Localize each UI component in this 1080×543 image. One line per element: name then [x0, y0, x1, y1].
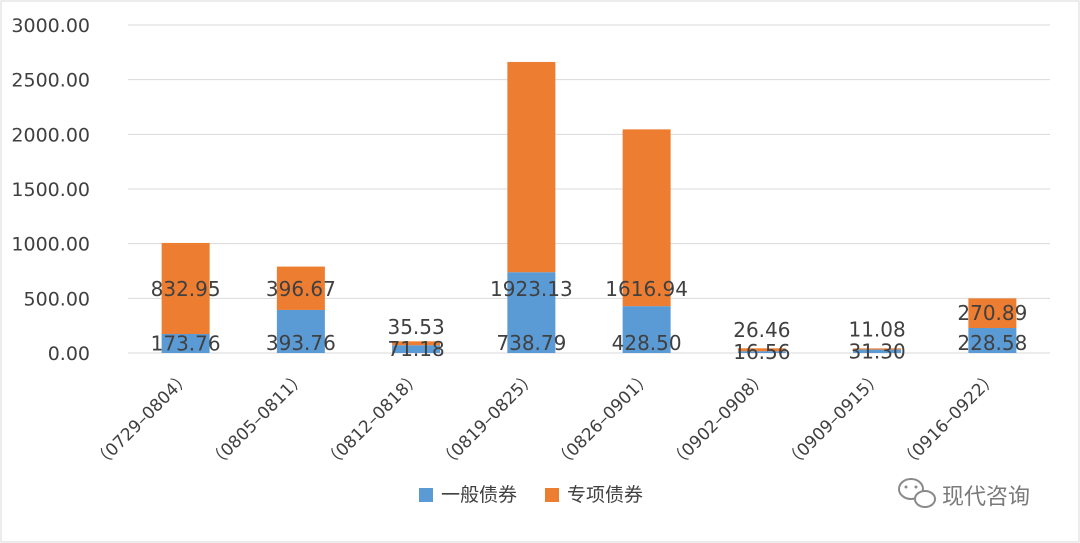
bar-special-bonds — [968, 298, 1017, 329]
bar-special-bonds — [737, 348, 786, 352]
y-tick-label: 1500.00 — [11, 179, 90, 201]
bar-general-bonds — [853, 349, 902, 353]
data-label-special-bonds: 396.67 — [266, 277, 336, 301]
bar-general-bonds — [737, 351, 786, 353]
bar-general-bonds — [968, 328, 1017, 353]
bar-special-bonds — [161, 242, 210, 335]
legend-label-special-bonds: 专项债券 — [567, 484, 643, 506]
bar-special-bonds — [276, 266, 325, 310]
data-label-general-bonds: 16.56 — [733, 340, 790, 364]
data-label-special-bonds: 35.53 — [387, 315, 444, 339]
y-tick-label: 0.00 — [48, 343, 90, 365]
legend-swatch-general-bonds — [419, 488, 433, 502]
y-tick-label: 500.00 — [24, 288, 90, 310]
bar-general-bonds — [161, 334, 210, 353]
bars — [161, 61, 1017, 353]
y-axis-tick-labels: 0.00 500.00 1000.00 1500.00 2000.00 2500.00 30… — [11, 15, 90, 365]
data-label-special-bonds: 26.46 — [733, 318, 790, 342]
data-label-special-bonds: 270.89 — [957, 301, 1027, 325]
data-label-special-bonds: 1923.13 — [490, 277, 573, 301]
bar-special-bonds — [392, 341, 441, 346]
legend-label-general-bonds: 一般债券 — [441, 484, 517, 506]
y-tick-label: 3000.00 — [11, 15, 90, 37]
data-label-general-bonds: 31.30 — [848, 339, 905, 363]
watermark: 现代咨询 — [898, 478, 1030, 510]
bar-special-bonds — [853, 348, 902, 350]
bar-special-bonds — [622, 129, 671, 307]
data-label-special-bonds: 11.08 — [848, 317, 905, 341]
data-label-general-bonds: 228.58 — [957, 331, 1027, 355]
bar-special-bonds — [507, 61, 556, 273]
legend-swatch-special-bonds — [545, 488, 559, 502]
y-tick-label: 1000.00 — [11, 234, 90, 256]
data-label-special-bonds: 832.95 — [151, 277, 221, 301]
data-label-general-bonds: 738.79 — [496, 331, 566, 355]
y-tick-label: 2500.00 — [11, 70, 90, 92]
data-label-general-bonds: 393.76 — [266, 331, 336, 355]
wechat-icon — [898, 478, 936, 508]
watermark-text: 现代咨询 — [942, 485, 1030, 510]
data-label-general-bonds: 428.50 — [612, 331, 682, 355]
legend: 一般债券 专项债券 — [419, 484, 643, 506]
y-tick-label: 2000.00 — [11, 124, 90, 146]
bar-general-bonds — [276, 309, 325, 353]
bar-general-bonds — [392, 345, 441, 353]
bar-general-bonds — [507, 272, 556, 353]
data-label-general-bonds: 173.76 — [151, 332, 221, 356]
data-label-general-bonds: 71.18 — [387, 337, 444, 361]
data-label-special-bonds: 1616.94 — [605, 277, 688, 301]
bar-general-bonds — [622, 306, 671, 353]
